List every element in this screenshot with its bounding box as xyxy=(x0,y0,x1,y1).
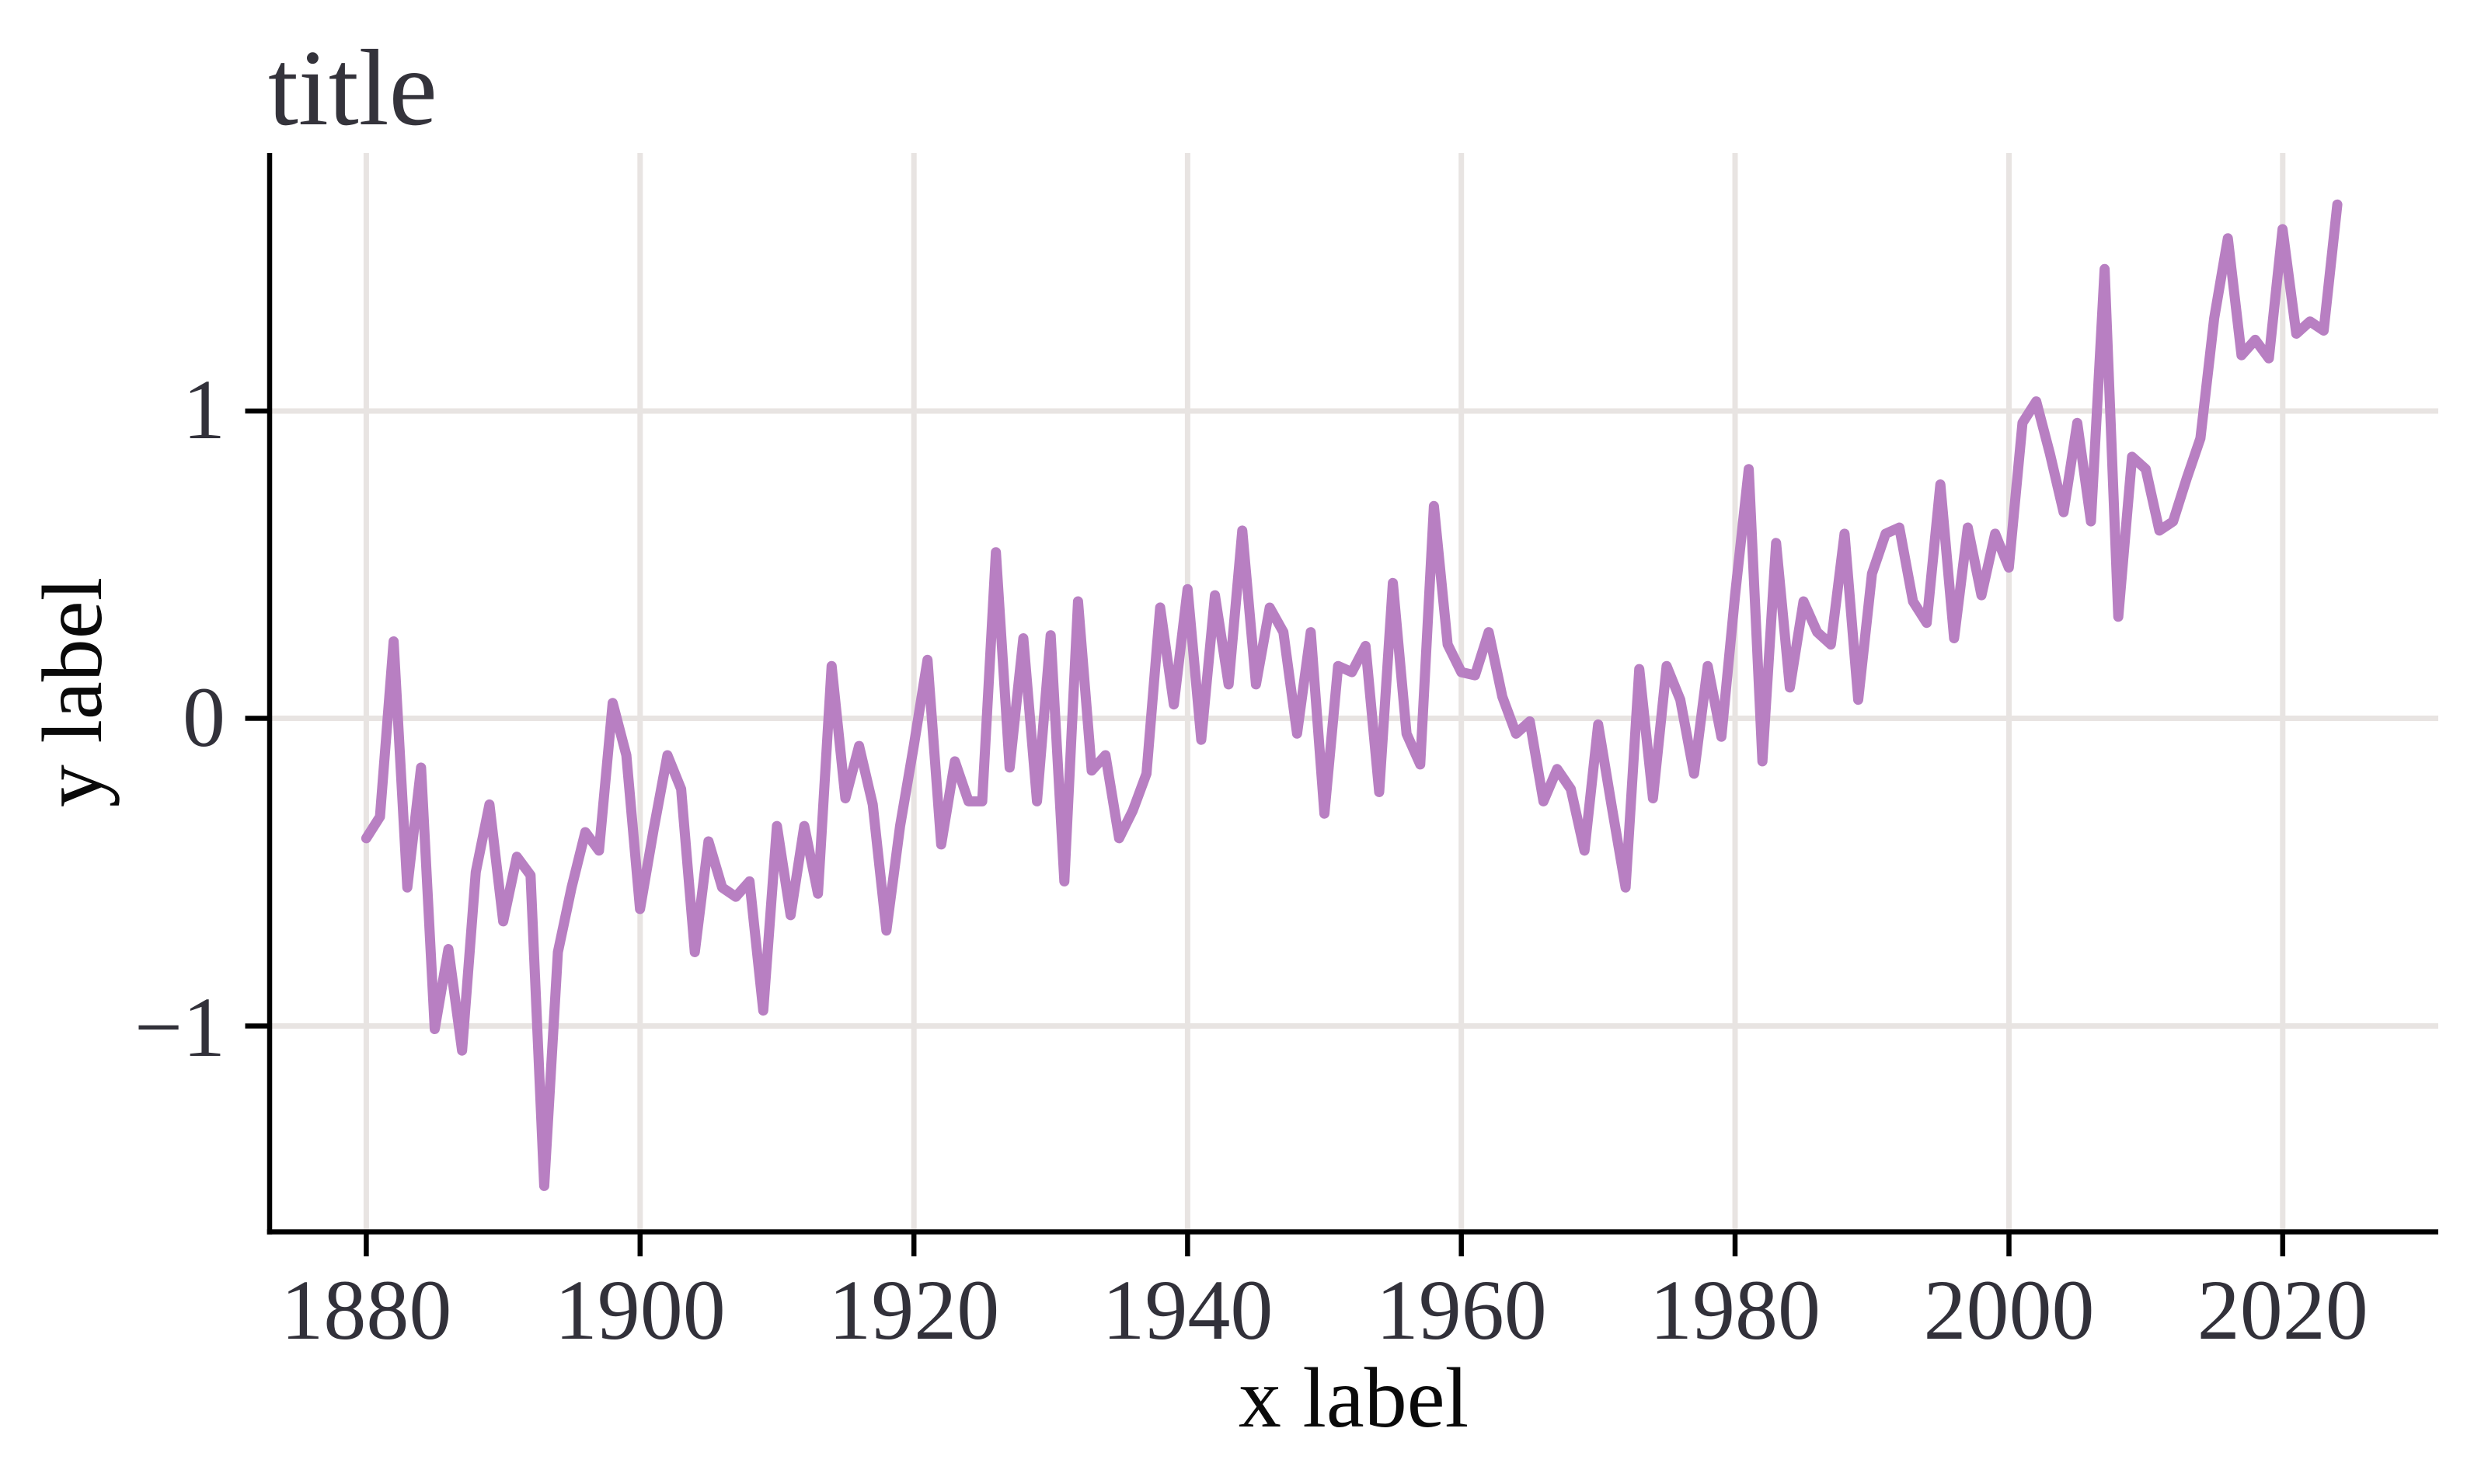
svg-text:1920: 1920 xyxy=(828,1263,999,1357)
svg-text:2020: 2020 xyxy=(2197,1263,2368,1357)
svg-text:0: 0 xyxy=(183,670,225,765)
svg-text:1960: 1960 xyxy=(1376,1263,1547,1357)
svg-text:1: 1 xyxy=(183,362,225,457)
svg-text:−1: −1 xyxy=(134,980,225,1075)
svg-text:1980: 1980 xyxy=(1650,1263,1821,1357)
svg-text:1880: 1880 xyxy=(281,1263,451,1357)
svg-text:x label: x label xyxy=(1239,1350,1469,1445)
svg-text:y label: y label xyxy=(25,577,120,807)
svg-text:1900: 1900 xyxy=(555,1263,726,1357)
svg-text:1940: 1940 xyxy=(1102,1263,1273,1357)
svg-text:title: title xyxy=(268,28,437,148)
svg-text:2000: 2000 xyxy=(1924,1263,2095,1357)
